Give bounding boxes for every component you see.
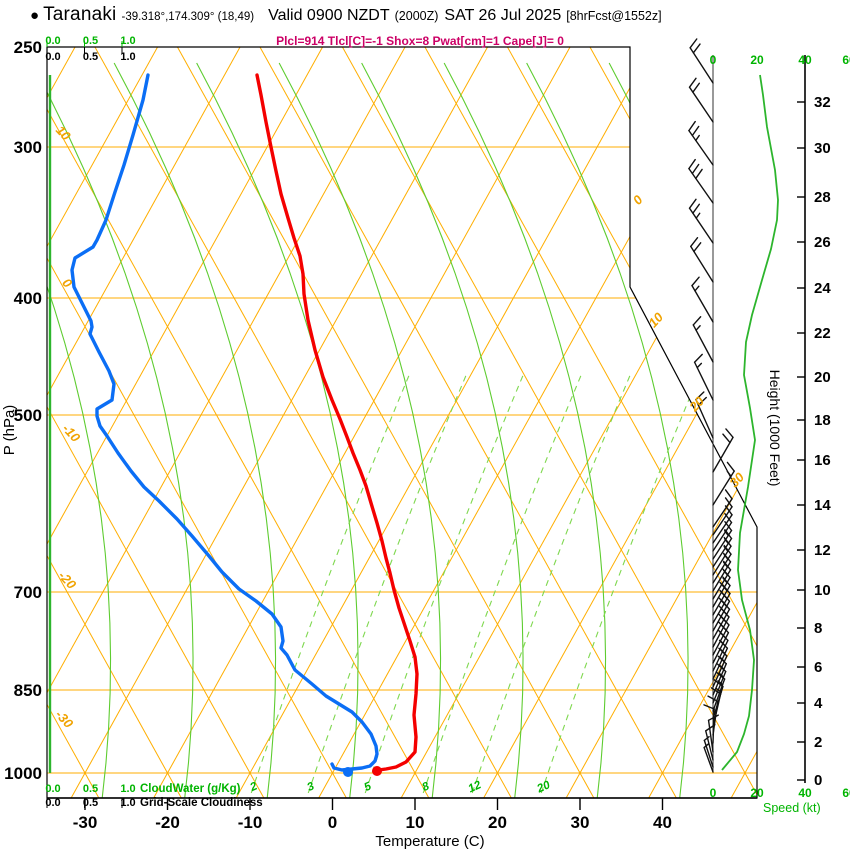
pressure-tick-label: 850 xyxy=(14,681,42,700)
cloudwater-scale-top: 0.0 xyxy=(45,35,60,47)
temperature-tick-label: 30 xyxy=(571,813,590,832)
cloudwater-scale-bottom: 0.0 xyxy=(45,783,60,795)
cloudwater-title: CloudWater (g/Kg) xyxy=(140,783,241,795)
height-tick-label: 10 xyxy=(814,582,831,599)
height-tick-label: 16 xyxy=(814,452,831,469)
station-bullet-icon: ● xyxy=(30,7,40,24)
height-tick-label: 28 xyxy=(814,189,831,206)
temperature-tick-label: 10 xyxy=(406,813,425,832)
height-tick-label: 26 xyxy=(814,234,831,251)
station-coordinates: -39.318°,174.309° (18,49) xyxy=(121,11,255,23)
temperature-tick-label: -10 xyxy=(238,813,263,832)
height-tick-label: 4 xyxy=(814,695,823,712)
temperature-tick-label: 0 xyxy=(328,813,337,832)
temperature-tick-label: -30 xyxy=(73,813,98,832)
zulu-time: (2000Z) xyxy=(394,9,439,23)
temperature-tick-label: 40 xyxy=(653,813,672,832)
cloudwater-scale-bottom: 0.5 xyxy=(83,783,98,795)
mixing-ratio-label: 8 xyxy=(420,780,431,794)
cloudiness-scale-top: 0.0 xyxy=(45,51,60,63)
speed-tick-label-bottom: 60 xyxy=(842,786,850,800)
valid-time: Valid 0900 NZDT xyxy=(268,7,390,24)
valid-date: SAT 26 Jul 2025 xyxy=(444,7,562,24)
mixing-ratio-label: 3 xyxy=(305,780,316,794)
surface-temperature-dot xyxy=(372,766,382,776)
pressure-axis-title: P (hPa) xyxy=(1,405,18,456)
height-tick-label: 22 xyxy=(814,325,831,342)
dry-adiabat-label: -20 xyxy=(55,568,79,593)
cloudiness-scale-top: 0.5 xyxy=(83,51,98,63)
stability-parameters: Plcl=914 Tlcl[C]=-1 Shox=8 Pwat[cm]=1 Ca… xyxy=(276,34,564,48)
speed-tick-label-top: 60 xyxy=(842,53,850,67)
isotherm-label: 20 xyxy=(686,393,708,415)
pressure-tick-label: 300 xyxy=(14,138,42,157)
mixing-ratio-label: 12 xyxy=(466,779,483,795)
cloudiness-title: Grid-Scale Cloudiness xyxy=(140,797,263,809)
page-title: ● Taranaki -39.318°,174.309° (18,49) Val… xyxy=(30,4,662,26)
speed-axis-title: Speed (kt) xyxy=(763,801,821,815)
speed-tick-label-top: 20 xyxy=(750,53,764,67)
dry-adiabat-label: -10 xyxy=(59,421,83,446)
surface-dewpoint-dot xyxy=(343,767,353,777)
temperature-tick-label: -20 xyxy=(155,813,180,832)
height-tick-label: 8 xyxy=(814,620,822,637)
speed-tick-label-bottom: 0 xyxy=(710,786,717,800)
height-tick-label: 14 xyxy=(814,497,831,514)
mixing-ratio-label: 20 xyxy=(535,779,553,796)
temperature-curve xyxy=(255,73,419,772)
isotherm-label: 10 xyxy=(645,309,666,330)
height-tick-label: 12 xyxy=(814,542,831,559)
cloudiness-scale-top: 1.0 xyxy=(120,51,135,63)
height-tick-label: 30 xyxy=(814,140,831,157)
station-name: Taranaki xyxy=(43,4,117,25)
height-tick-label: 0 xyxy=(814,772,822,789)
pressure-tick-label: 250 xyxy=(14,38,42,57)
dewpoint-curve xyxy=(70,73,379,772)
temperature-axis-title: Temperature (C) xyxy=(375,833,484,850)
height-tick-label: 32 xyxy=(814,94,831,111)
height-tick-label: 6 xyxy=(814,659,822,676)
temperature-tick-label: 20 xyxy=(488,813,507,832)
cloudiness-scale-bottom: 0.5 xyxy=(83,797,98,809)
speed-tick-label-top: 0 xyxy=(710,53,717,67)
pressure-tick-label: 500 xyxy=(14,406,42,425)
wind-speed-curve xyxy=(721,74,779,771)
mixing-ratio-label: 5 xyxy=(362,780,373,794)
height-tick-label: 24 xyxy=(814,280,831,297)
plot-border xyxy=(46,46,758,799)
height-tick-label: 20 xyxy=(814,369,831,386)
pressure-tick-label: 400 xyxy=(14,289,42,308)
forecast-hour: [8hrFcst@1552z] xyxy=(566,9,662,23)
speed-tick-label-bottom: 20 xyxy=(750,786,764,800)
height-tick-label: 18 xyxy=(814,412,831,429)
isotherm-label: 0 xyxy=(630,192,646,208)
cloudiness-scale-bottom: 1.0 xyxy=(120,797,135,809)
cloudwater-scale-top: 0.5 xyxy=(83,35,98,47)
speed-tick-label-bottom: 40 xyxy=(798,786,812,800)
pressure-tick-label: 1000 xyxy=(4,764,42,783)
height-axis-title: Height (1000 Feet) xyxy=(767,370,783,487)
pressure-tick-label: 700 xyxy=(14,583,42,602)
cloudwater-scale-top: 1.0 xyxy=(120,35,135,47)
height-tick-label: 2 xyxy=(814,734,822,751)
isotherm-label: 30 xyxy=(726,469,747,490)
dry-adiabat-label: -30 xyxy=(52,707,76,732)
cloudwater-scale-bottom: 1.0 xyxy=(120,783,135,795)
wind-barbs xyxy=(688,38,735,773)
cloudiness-scale-bottom: 0.0 xyxy=(45,797,60,809)
speed-tick-label-top: 40 xyxy=(798,53,812,67)
